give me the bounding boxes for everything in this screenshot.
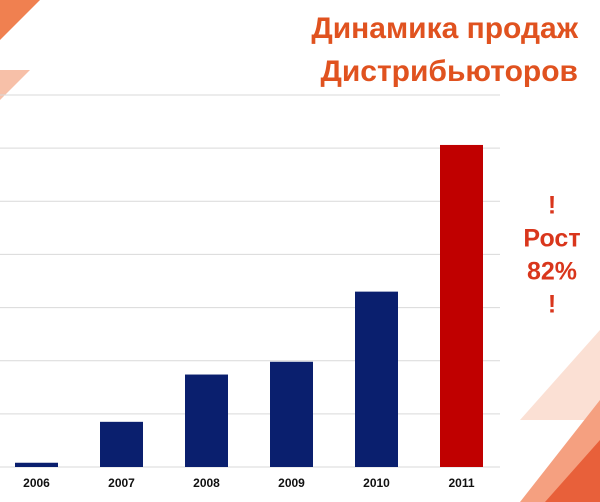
bar — [100, 421, 143, 467]
bar — [440, 144, 483, 467]
chart-title: Динамика продаж — [311, 12, 578, 45]
x-tick-label: 2011 — [448, 476, 474, 490]
chart-title: Дистрибьюторов — [320, 55, 578, 88]
bar — [355, 291, 398, 467]
x-tick-label: 2010 — [363, 476, 390, 490]
bar — [185, 374, 228, 467]
x-tick-label: 2009 — [278, 476, 305, 490]
x-tick-label: 2008 — [193, 476, 220, 490]
annotation: ! — [548, 291, 556, 319]
annotation: 82% — [527, 258, 577, 286]
annotation: ! — [548, 192, 556, 220]
bar — [15, 462, 58, 467]
decor — [545, 440, 600, 502]
x-tick-label: 2007 — [108, 476, 135, 490]
decor — [0, 70, 30, 100]
annotation: Рост — [523, 225, 580, 253]
bar — [270, 361, 313, 467]
decor — [520, 330, 600, 420]
decor — [0, 0, 40, 40]
x-tick-label: 2006 — [23, 476, 50, 490]
